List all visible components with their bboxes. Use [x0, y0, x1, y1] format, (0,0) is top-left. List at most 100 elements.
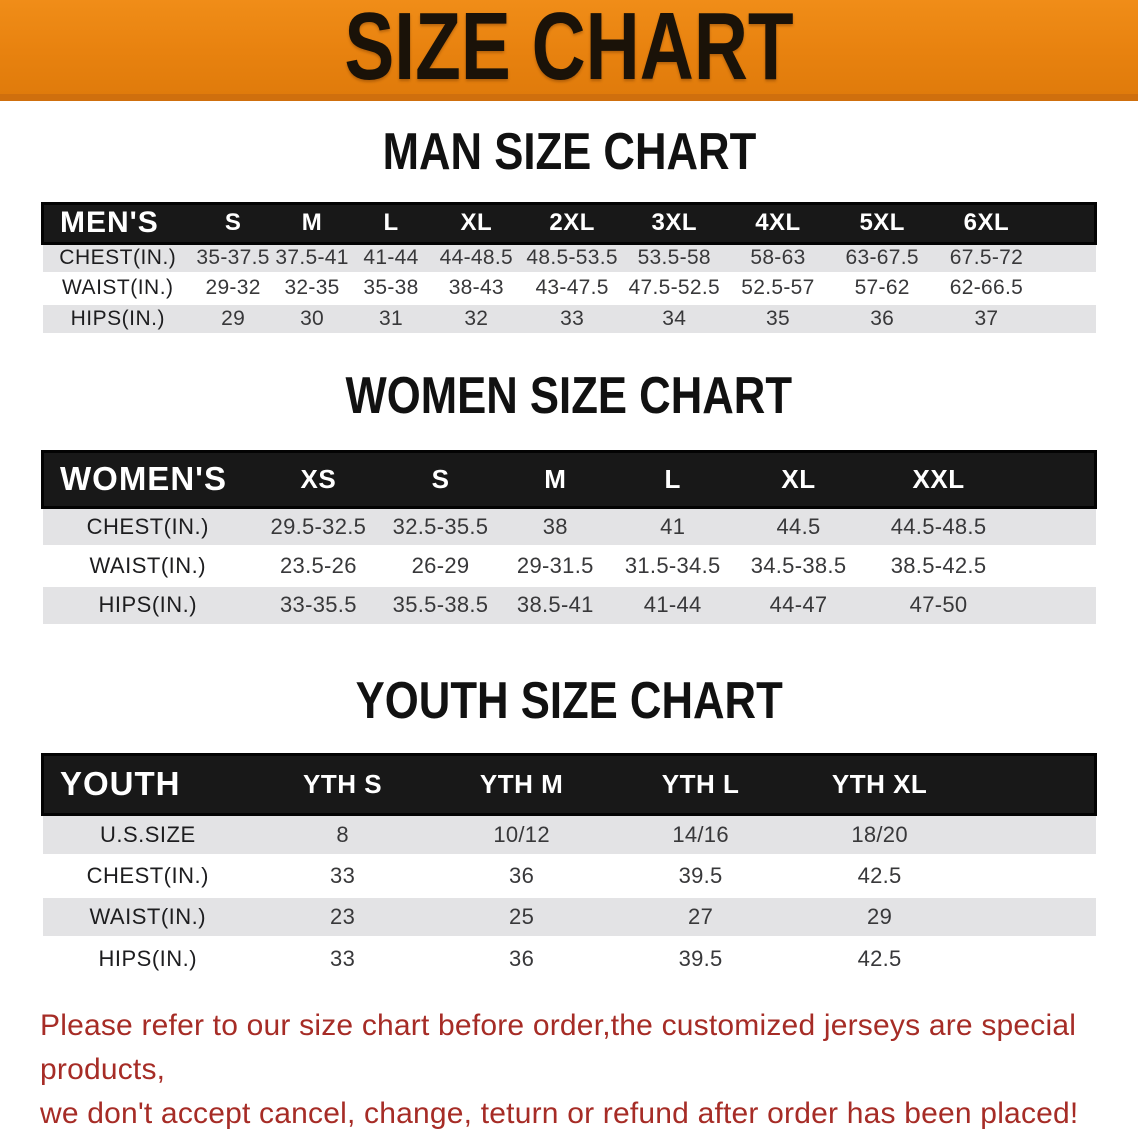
size-value-cell: 34 — [622, 301, 726, 334]
size-column-header: XL — [732, 449, 865, 509]
size-value-cell: 44.5-48.5 — [864, 505, 1013, 547]
size-column-header: YTH L — [611, 752, 791, 816]
measurement-row-label: CHEST(IN.) — [42, 505, 254, 547]
size-column-header: M — [273, 201, 352, 245]
size-value-cell: 29-32 — [193, 271, 274, 304]
size-value-cell: 37.5-41 — [273, 241, 352, 274]
size-column-header: 6XL — [934, 201, 1039, 245]
row-spacer — [1038, 241, 1096, 274]
size-value-cell: 43-47.5 — [521, 271, 623, 304]
measurement-row-label: HIPS(IN.) — [42, 301, 194, 334]
women-section-heading: WOMEN SIZE CHART — [0, 369, 1138, 424]
header-spacer — [1012, 449, 1098, 509]
size-value-cell: 27 — [611, 894, 791, 938]
size-value-cell: 26-29 — [383, 544, 498, 586]
women-size-chart-section: WOMEN SIZE CHART WOMEN'S XS S M L XL XXL CHES… — [0, 369, 1138, 625]
measurement-row-label: WAIST(IN.) — [42, 894, 254, 938]
size-value-cell: 35-37.5 — [193, 241, 274, 274]
size-column-header: YTH S — [253, 752, 433, 816]
row-spacer — [969, 935, 1096, 979]
size-column-header: 4XL — [725, 201, 831, 245]
size-column-header: 5XL — [830, 201, 935, 245]
size-value-cell: 67.5-72 — [934, 241, 1039, 274]
women-table-header-row: WOMEN'S XS S M L XL XXL — [41, 449, 1098, 509]
size-chart-banner: SIZE CHART — [0, 0, 1138, 101]
disclaimer-line-1: Please refer to our size chart before or… — [40, 1009, 1077, 1087]
size-value-cell: 38.5-41 — [497, 583, 614, 625]
men-section-heading-text: MAN SIZE CHART — [382, 123, 756, 181]
size-value-cell: 33 — [253, 853, 433, 897]
youth-table-header-row: YOUTH YTH S YTH M YTH L YTH XL — [41, 752, 1098, 816]
size-value-cell: 57-62 — [830, 271, 935, 304]
size-value-cell: 29-31.5 — [497, 544, 614, 586]
men-size-chart-section: MAN SIZE CHART MEN'S S M L XL 2XL 3XL 4XL 5XL 6X… — [0, 123, 1138, 334]
size-value-cell: 14/16 — [611, 812, 791, 856]
row-spacer — [969, 894, 1096, 938]
size-value-cell: 32.5-35.5 — [383, 505, 498, 547]
size-value-cell: 36 — [432, 853, 612, 897]
row-spacer — [969, 812, 1096, 856]
size-value-cell: 29.5-32.5 — [253, 505, 384, 547]
size-value-cell: 35 — [725, 301, 831, 334]
youth-size-table: YOUTH YTH S YTH M YTH L YTH XL U.S.SIZE 8 10/… — [41, 752, 1098, 979]
size-value-cell: 29 — [790, 894, 970, 938]
size-column-header: L — [613, 449, 733, 509]
banner-title: SIZE CHART — [344, 0, 794, 100]
measurement-row: HIPS(IN.) 29 30 31 32 33 34 35 36 37 — [42, 301, 1096, 334]
size-value-cell: 31 — [351, 301, 432, 334]
size-column-header: XL — [431, 201, 522, 245]
measurement-row: WAIST(IN.) 23.5-26 26-29 29-31.5 31.5-34.5 34… — [42, 544, 1096, 586]
size-value-cell: 42.5 — [790, 935, 970, 979]
measurement-row-label: WAIST(IN.) — [42, 544, 254, 586]
size-value-cell: 23 — [253, 894, 433, 938]
size-column-header: XXL — [864, 449, 1013, 509]
size-value-cell: 38 — [497, 505, 614, 547]
size-value-cell: 37 — [934, 301, 1039, 334]
size-value-cell: 35-38 — [351, 271, 432, 304]
size-value-cell: 25 — [432, 894, 612, 938]
size-value-cell: 29 — [193, 301, 274, 334]
size-value-cell: 33 — [253, 935, 433, 979]
size-value-cell: 34.5-38.5 — [732, 544, 865, 586]
measurement-row-label: CHEST(IN.) — [42, 853, 254, 897]
measurement-row: HIPS(IN.) 33 36 39.5 42.5 — [42, 935, 1096, 979]
header-spacer — [969, 752, 1098, 816]
size-value-cell: 32-35 — [273, 271, 352, 304]
measurement-row-label: HIPS(IN.) — [42, 583, 254, 625]
size-value-cell: 41-44 — [613, 583, 733, 625]
youth-size-chart-section: YOUTH SIZE CHART YOUTH YTH S YTH M YTH L YT… — [0, 674, 1138, 979]
size-column-header: XS — [253, 449, 384, 509]
size-value-cell: 32 — [431, 301, 522, 334]
size-column-header: L — [351, 201, 432, 245]
women-table-corner-label: WOMEN'S — [41, 449, 254, 509]
measurement-row-label: U.S.SIZE — [42, 812, 254, 856]
size-value-cell: 41-44 — [351, 241, 432, 274]
size-value-cell: 35.5-38.5 — [383, 583, 498, 625]
size-column-header: M — [497, 449, 614, 509]
size-value-cell: 41 — [613, 505, 733, 547]
youth-section-heading: YOUTH SIZE CHART — [0, 674, 1138, 729]
row-spacer — [969, 853, 1096, 897]
measurement-row-label: WAIST(IN.) — [42, 271, 194, 304]
row-spacer — [1038, 301, 1096, 334]
men-table-corner-label: MEN'S — [41, 201, 194, 245]
size-value-cell: 23.5-26 — [253, 544, 384, 586]
size-column-header: S — [383, 449, 498, 509]
size-value-cell: 42.5 — [790, 853, 970, 897]
youth-table-corner-label: YOUTH — [41, 752, 254, 816]
measurement-row: WAIST(IN.) 29-32 32-35 35-38 38-43 43-47.5 47.… — [42, 271, 1096, 304]
women-size-table: WOMEN'S XS S M L XL XXL CHEST(IN.) 29.5-32.5 32… — [41, 449, 1098, 625]
size-column-header: YTH M — [432, 752, 612, 816]
size-value-cell: 62-66.5 — [934, 271, 1039, 304]
size-value-cell: 63-67.5 — [830, 241, 935, 274]
size-value-cell: 38-43 — [431, 271, 522, 304]
size-value-cell: 39.5 — [611, 853, 791, 897]
size-column-header: 2XL — [521, 201, 623, 245]
men-size-table: MEN'S S M L XL 2XL 3XL 4XL 5XL 6XL CHEST(IN.) 35-… — [41, 201, 1097, 334]
size-column-header: S — [193, 201, 274, 245]
size-value-cell: 33-35.5 — [253, 583, 384, 625]
size-value-cell: 47-50 — [864, 583, 1013, 625]
row-spacer — [1038, 271, 1096, 304]
size-value-cell: 36 — [830, 301, 935, 334]
